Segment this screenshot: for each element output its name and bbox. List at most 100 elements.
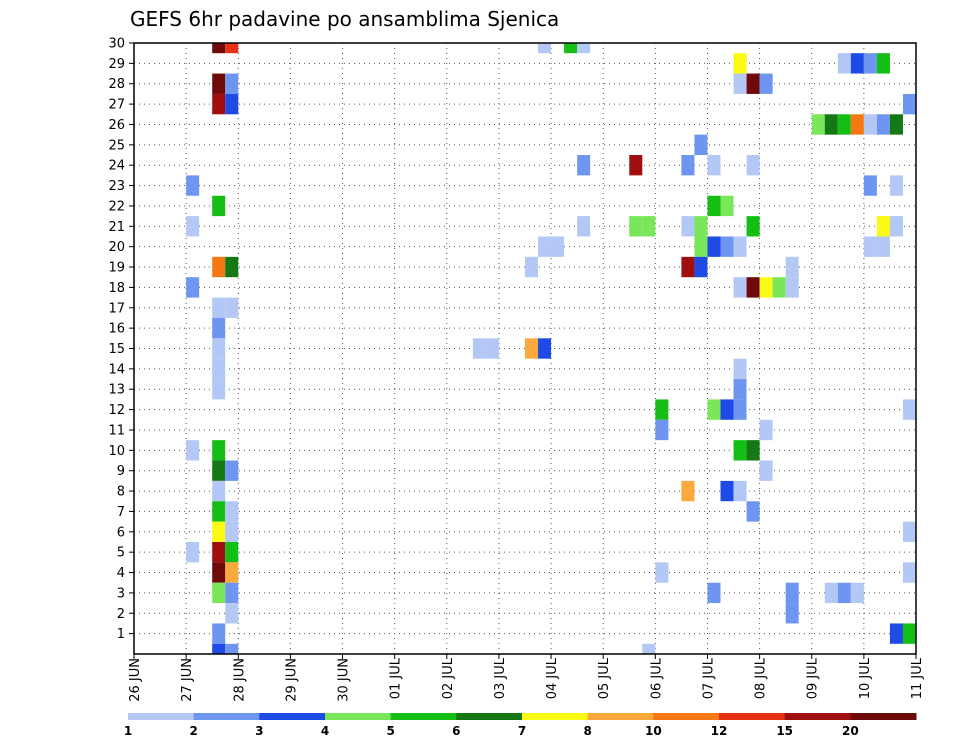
precip-cell [785, 603, 799, 624]
precip-cell [655, 399, 669, 420]
x-tick-label: 30 JUN [337, 658, 352, 702]
precip-cell [837, 582, 851, 604]
precip-cell [551, 236, 565, 257]
precip-cell [225, 256, 239, 278]
precip-cell [186, 277, 200, 298]
precip-cell [733, 358, 747, 380]
precip-cell [655, 562, 669, 583]
precip-cell [212, 43, 226, 54]
precip-cell [733, 480, 747, 502]
legend-level-label: 6 [452, 724, 460, 738]
precip-cell [564, 43, 578, 54]
y-tick-label: 30 [108, 37, 125, 52]
precip-cell [863, 114, 877, 135]
precip-cell [694, 236, 708, 257]
legend-swatch [587, 713, 654, 720]
precip-cell [720, 399, 734, 420]
y-tick-label: 4 [117, 566, 125, 581]
legend-swatch [259, 713, 326, 720]
chart-title: GEFS 6hr padavine po ansamblima Sjenica [130, 7, 559, 31]
y-tick-label: 23 [108, 179, 125, 194]
y-tick-label: 18 [108, 281, 125, 296]
precip-cell [707, 155, 721, 176]
precip-cell [577, 216, 591, 237]
precip-cell [212, 480, 226, 502]
legend-level-label: 1 [124, 724, 132, 738]
precip-cell [863, 236, 877, 257]
precip-cell [824, 114, 838, 135]
precip-cell [785, 256, 799, 278]
precip-cell [824, 582, 838, 604]
precip-cell [733, 73, 747, 94]
precip-cell [876, 114, 890, 135]
y-tick-label: 2 [117, 607, 125, 622]
precip-cell [863, 175, 877, 196]
precip-cell [212, 93, 226, 115]
precip-cell [746, 440, 760, 461]
precip-cell [212, 562, 226, 583]
precip-cell [759, 73, 773, 94]
legend-level-label: 10 [645, 724, 662, 738]
precip-cell [733, 440, 747, 461]
precip-cell [746, 277, 760, 298]
precip-cell [863, 53, 877, 74]
y-tick-label: 3 [117, 586, 125, 601]
precip-cell [472, 338, 486, 359]
precip-cell [694, 256, 708, 278]
precip-cell [876, 216, 890, 237]
precip-cell [707, 582, 721, 604]
precip-cell [707, 399, 721, 420]
y-tick-label: 16 [108, 322, 125, 337]
precip-cell [681, 155, 695, 176]
precip-cell [525, 338, 539, 359]
precip-cell [772, 277, 786, 298]
legend-swatch [193, 713, 260, 720]
y-tick-label: 19 [108, 261, 125, 276]
precip-cell [876, 53, 890, 74]
legend-swatch [325, 713, 392, 720]
y-tick-label: 12 [108, 403, 125, 418]
precip-cell [212, 379, 226, 400]
legend-level-label: 8 [583, 724, 591, 738]
precip-cell [889, 175, 903, 196]
legend-level-label: 5 [386, 724, 394, 738]
legend-level-label: 15 [776, 724, 793, 738]
precip-cell [225, 521, 239, 542]
y-tick-label: 26 [108, 118, 125, 133]
precip-cell [212, 317, 226, 339]
precip-cell [720, 195, 734, 217]
y-tick-label: 27 [108, 98, 125, 113]
precip-cell [212, 358, 226, 380]
precip-cell [720, 236, 734, 257]
y-tick-label: 22 [108, 199, 125, 214]
precip-cell [902, 623, 916, 644]
legend-swatch [653, 713, 720, 720]
precip-cell [850, 53, 864, 74]
precip-cell [837, 53, 851, 74]
legend-swatch [522, 713, 589, 720]
legend-swatch [456, 713, 523, 720]
y-tick-label: 1 [117, 627, 125, 642]
precip-cell [759, 277, 773, 298]
x-tick-label: 03 JUL [493, 657, 508, 699]
legend-level-label: 2 [189, 724, 197, 738]
precip-cell [186, 440, 200, 461]
precip-cell [212, 501, 226, 522]
y-tick-label: 5 [117, 546, 125, 561]
y-tick-label: 20 [108, 240, 125, 255]
x-tick-label: 09 JUL [806, 657, 821, 699]
precip-cell [889, 623, 903, 644]
y-tick-label: 24 [108, 159, 125, 174]
precip-cell [837, 114, 851, 135]
x-tick-label: 04 JUL [545, 657, 560, 699]
legend-level-label: 12 [711, 724, 728, 738]
y-tick-label: 17 [108, 301, 125, 316]
precip-cell [889, 114, 903, 135]
y-tick-label: 29 [108, 57, 125, 72]
precip-cell [746, 216, 760, 237]
precip-cell [746, 73, 760, 94]
precip-cell [525, 256, 539, 278]
precip-cell [720, 480, 734, 502]
precip-cell [876, 236, 890, 257]
precip-cell [186, 541, 200, 563]
